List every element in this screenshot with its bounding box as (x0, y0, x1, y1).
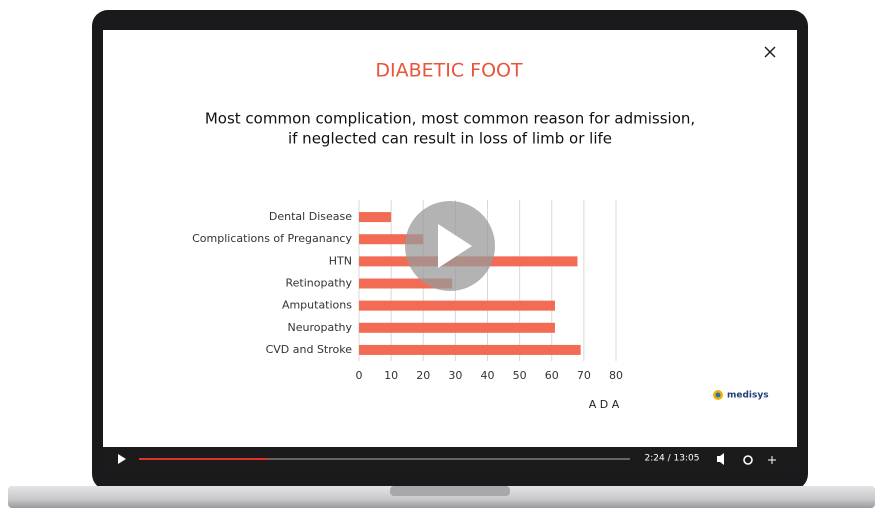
y-tick-label: Dental Disease (269, 210, 352, 223)
progress-played (139, 458, 268, 460)
time-display: 2:24 / 13:05 (645, 454, 700, 464)
x-tick-label: 0 (356, 369, 363, 382)
bar (359, 345, 581, 355)
slide-subtitle: Most common complication, most common re… (205, 110, 695, 128)
y-tick-label: Complications of Preganancy (192, 232, 352, 245)
y-tick-label: HTN (329, 254, 352, 267)
slide-subtitle: if neglected can result in loss of limb … (288, 130, 612, 148)
laptop-screenshot: DIABETIC FOOT Most common complication, … (0, 0, 883, 511)
x-axis-label: A D A (589, 398, 620, 411)
y-tick-label: Retinopathy (285, 277, 352, 290)
y-tick-label: CVD and Stroke (266, 343, 353, 356)
slide-title: DIABETIC FOOT (375, 60, 523, 82)
x-tick-label: 40 (481, 369, 495, 382)
bar (359, 323, 555, 333)
bar (359, 212, 391, 222)
y-tick-label: Neuropathy (288, 321, 353, 334)
brand-name: medisys (727, 391, 769, 401)
x-tick-label: 10 (384, 369, 398, 382)
x-tick-label: 50 (513, 369, 527, 382)
x-tick-label: 30 (448, 369, 462, 382)
x-tick-label: 80 (609, 369, 623, 382)
x-tick-label: 60 (545, 369, 559, 382)
x-tick-label: 20 (416, 369, 430, 382)
notch (390, 486, 510, 496)
y-tick-label: Amputations (282, 299, 352, 312)
bar (359, 301, 555, 311)
x-tick-label: 70 (577, 369, 591, 382)
play-overlay[interactable] (405, 201, 495, 291)
